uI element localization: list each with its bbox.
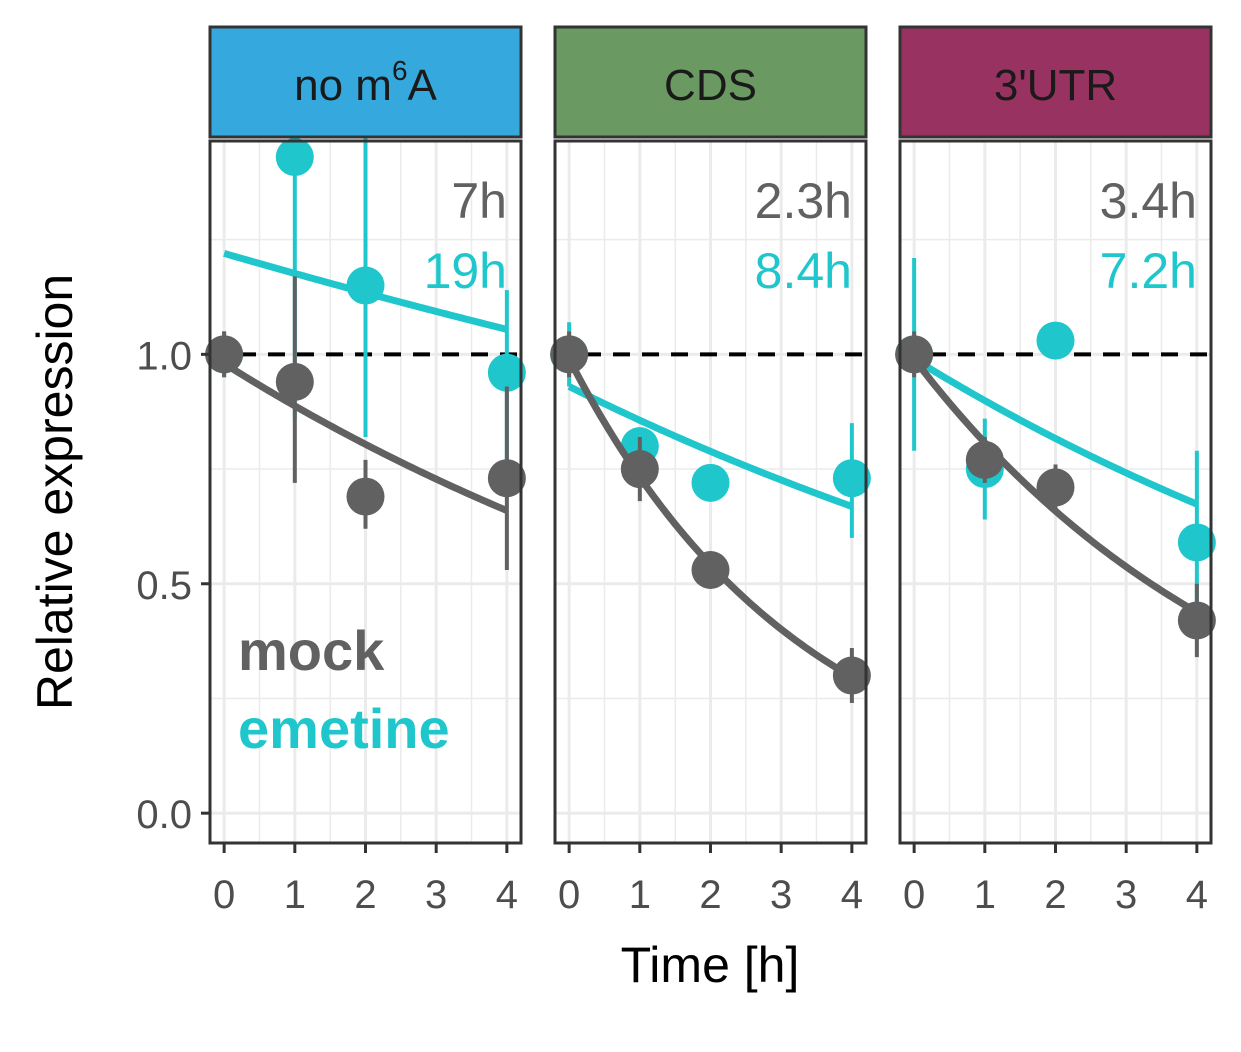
mock-point (1036, 468, 1075, 507)
emetine-point (346, 266, 385, 305)
half-life-emetine-label: 19h (424, 243, 507, 299)
half-life-emetine-label: 8.4h (755, 243, 852, 299)
x-tick-label: 4 (496, 873, 518, 917)
strip-cds (553, 25, 868, 139)
mock-point (691, 551, 730, 589)
y-tick-label: 0.5 (136, 564, 192, 608)
half-life-emetine-label: 7.2h (1100, 243, 1197, 299)
legend-mock-label: mock (238, 619, 385, 682)
mock-point (832, 656, 871, 695)
x-tick-label: 4 (1186, 873, 1208, 917)
mock-point (965, 440, 1004, 479)
strip-label-tail: A (408, 61, 438, 110)
x-tick-label: 2 (1044, 873, 1066, 917)
mock-series (550, 331, 871, 704)
legend-emetine-label: emetine (238, 697, 450, 760)
strip-label-main: 3'UTR (994, 61, 1117, 110)
facet-panels: 7h 19h mock emetine no m6A 0 1 2 3 4 2.3h 8.4h CDS 0 1… (205, 25, 1216, 917)
mock-fit-line (222, 360, 509, 514)
x-tick-label: 3 (770, 873, 792, 917)
half-life-mock-label: 3.4h (1100, 173, 1197, 229)
x-tick-label: 0 (213, 873, 235, 917)
emetine-point (1177, 523, 1216, 562)
panel-3utr: 3.4h 7.2h 3'UTR 0 1 2 3 4 (895, 25, 1216, 917)
emetine-point (1036, 321, 1075, 360)
strip-no-m6a (208, 25, 523, 139)
mock-point (346, 477, 385, 516)
panel-cds: 2.3h 8.4h CDS 0 1 2 3 4 (550, 25, 871, 917)
y-axis-label: Relative expression (27, 274, 83, 710)
emetine-point (832, 459, 871, 498)
strip-label: no m6A (294, 55, 437, 110)
mock-point (205, 335, 244, 374)
mock-fit-line (911, 356, 1199, 616)
x-tick-label: 0 (903, 873, 925, 917)
x-tick-label: 1 (284, 873, 306, 917)
x-tick-label: 0 (558, 873, 580, 917)
y-tick-label: 0.0 (136, 793, 192, 837)
mock-point (275, 362, 314, 401)
mock-series (205, 276, 526, 570)
mock-point (487, 459, 526, 498)
strip-3utr (898, 25, 1213, 139)
strip-label: CDS (664, 61, 757, 110)
emetine-fit-line (567, 383, 854, 510)
mock-series (895, 331, 1216, 658)
emetine-fit-line (912, 355, 1199, 508)
emetine-point (487, 353, 526, 392)
x-tick-label: 2 (699, 873, 721, 917)
x-tick-label: 2 (354, 873, 376, 917)
half-life-mock-label: 7h (451, 173, 507, 229)
y-axis: 0.0 0.5 1.0 (136, 334, 210, 837)
x-tick-label: 3 (1115, 873, 1137, 917)
y-tick-label: 1.0 (136, 334, 192, 378)
panel-no-m6a: 7h 19h mock emetine no m6A 0 1 2 3 4 (205, 25, 526, 917)
x-tick-label: 1 (629, 873, 651, 917)
strip-label-main: no m (294, 61, 392, 110)
strip-label-superscript: 6 (392, 55, 408, 86)
x-tick-label: 4 (841, 873, 863, 917)
x-axis-label: Time [h] (621, 937, 800, 993)
strip-label: 3'UTR (994, 61, 1117, 110)
mock-point (620, 450, 659, 489)
x-tick-label: 1 (974, 873, 996, 917)
mock-point (1177, 601, 1216, 640)
strip-label-main: CDS (664, 61, 757, 110)
emetine-point (275, 138, 314, 177)
mock-point (550, 335, 589, 374)
mock-point (895, 335, 934, 374)
half-life-mock-label: 2.3h (755, 173, 852, 229)
x-tick-label: 3 (425, 873, 447, 917)
emetine-point (691, 463, 730, 502)
panel-grid (555, 141, 866, 843)
